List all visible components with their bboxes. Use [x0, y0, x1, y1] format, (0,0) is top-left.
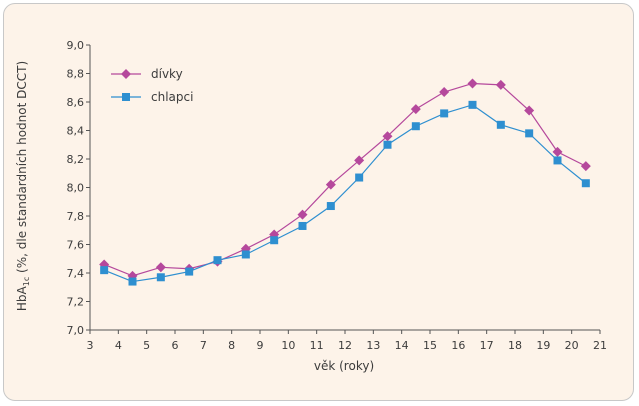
- x-tick-label: 17: [480, 339, 494, 352]
- x-tick-label: 11: [310, 339, 324, 352]
- x-tick-label: 7: [200, 339, 207, 352]
- y-axis-title: HbA1c (%, dle standardních hodnot DCCT): [15, 61, 31, 311]
- data-point: [496, 120, 505, 129]
- data-point: [155, 262, 166, 273]
- y-tick-label: 8,2: [67, 153, 85, 166]
- data-point: [354, 155, 365, 166]
- x-tick-label: 13: [366, 339, 380, 352]
- data-point: [468, 100, 477, 109]
- legend-marker: [121, 69, 131, 79]
- y-tick-label: 8,4: [67, 125, 85, 138]
- data-point: [581, 179, 590, 188]
- x-tick-label: 8: [228, 339, 235, 352]
- data-point: [128, 277, 137, 286]
- x-tick-label: 20: [565, 339, 579, 352]
- x-tick-label: 3: [87, 339, 94, 352]
- x-tick-label: 16: [451, 339, 465, 352]
- chart-frame: [3, 3, 634, 401]
- data-point: [355, 173, 364, 182]
- y-tick-label: 7,6: [67, 239, 85, 252]
- data-point: [298, 221, 307, 230]
- data-point: [297, 209, 308, 220]
- y-tick-label: 7,0: [67, 324, 85, 337]
- data-point: [525, 129, 534, 138]
- data-point: [156, 273, 165, 282]
- data-point: [382, 131, 393, 142]
- x-tick-label: 21: [593, 339, 607, 352]
- data-point: [383, 140, 392, 149]
- legend-label: chlapci: [151, 90, 193, 104]
- y-tick-label: 9,0: [67, 39, 85, 52]
- legend: dívky chlapci: [111, 67, 193, 104]
- legend-label: dívky: [151, 67, 183, 81]
- y-tick-label: 7,2: [67, 296, 85, 309]
- x-axis-title: věk (roky): [314, 359, 374, 373]
- x-tick-label: 5: [143, 339, 150, 352]
- x-tick-label: 14: [395, 339, 409, 352]
- series-chlapci: [100, 100, 590, 286]
- data-point: [100, 266, 109, 275]
- data-point: [410, 104, 421, 115]
- x-tick-label: 4: [115, 339, 122, 352]
- legend-item: dívky: [111, 67, 183, 81]
- x-tick-label: 12: [338, 339, 352, 352]
- y-tick-label: 8,8: [67, 68, 85, 81]
- data-point: [467, 78, 478, 89]
- y-axis-title-subscript: 1c: [22, 277, 31, 287]
- legend-item: chlapci: [111, 90, 193, 104]
- series-layer: [99, 78, 591, 286]
- data-point: [270, 236, 279, 245]
- data-point: [552, 146, 563, 157]
- y-axis-title-rest: (%, dle standardních hodnot DCCT): [15, 61, 29, 277]
- series-line: [103, 82, 587, 277]
- data-point: [325, 179, 336, 190]
- data-point: [440, 109, 449, 118]
- series-line: [103, 104, 587, 283]
- y-tick-label: 7,4: [67, 267, 85, 280]
- axes: 7,0 7,2 7,4 7,6 7,8 8,0 8,2 8,4 8,6 8,8 9,0 3 4 5 6 7 8 9…: [67, 39, 608, 352]
- y-tick-label: 7,8: [67, 210, 85, 223]
- data-point: [411, 122, 420, 131]
- data-point: [213, 256, 222, 265]
- data-point: [553, 156, 562, 165]
- legend-marker: [122, 93, 130, 101]
- data-point: [580, 161, 591, 172]
- data-point: [495, 79, 506, 90]
- x-tick-label: 10: [281, 339, 295, 352]
- y-axis-title-main: HbA: [15, 285, 29, 311]
- x-tick-label: 15: [423, 339, 437, 352]
- y-tick-label: 8,0: [67, 182, 85, 195]
- x-tick-label: 18: [508, 339, 522, 352]
- data-point: [326, 202, 335, 211]
- x-tick-label: 6: [172, 339, 179, 352]
- series-dívky: [99, 78, 591, 281]
- data-point: [524, 105, 535, 116]
- data-point: [439, 87, 450, 98]
- data-point: [241, 250, 250, 259]
- x-tick-label: 19: [536, 339, 550, 352]
- data-point: [185, 267, 194, 276]
- x-tick-label: 9: [257, 339, 264, 352]
- y-tick-label: 8,6: [67, 96, 85, 109]
